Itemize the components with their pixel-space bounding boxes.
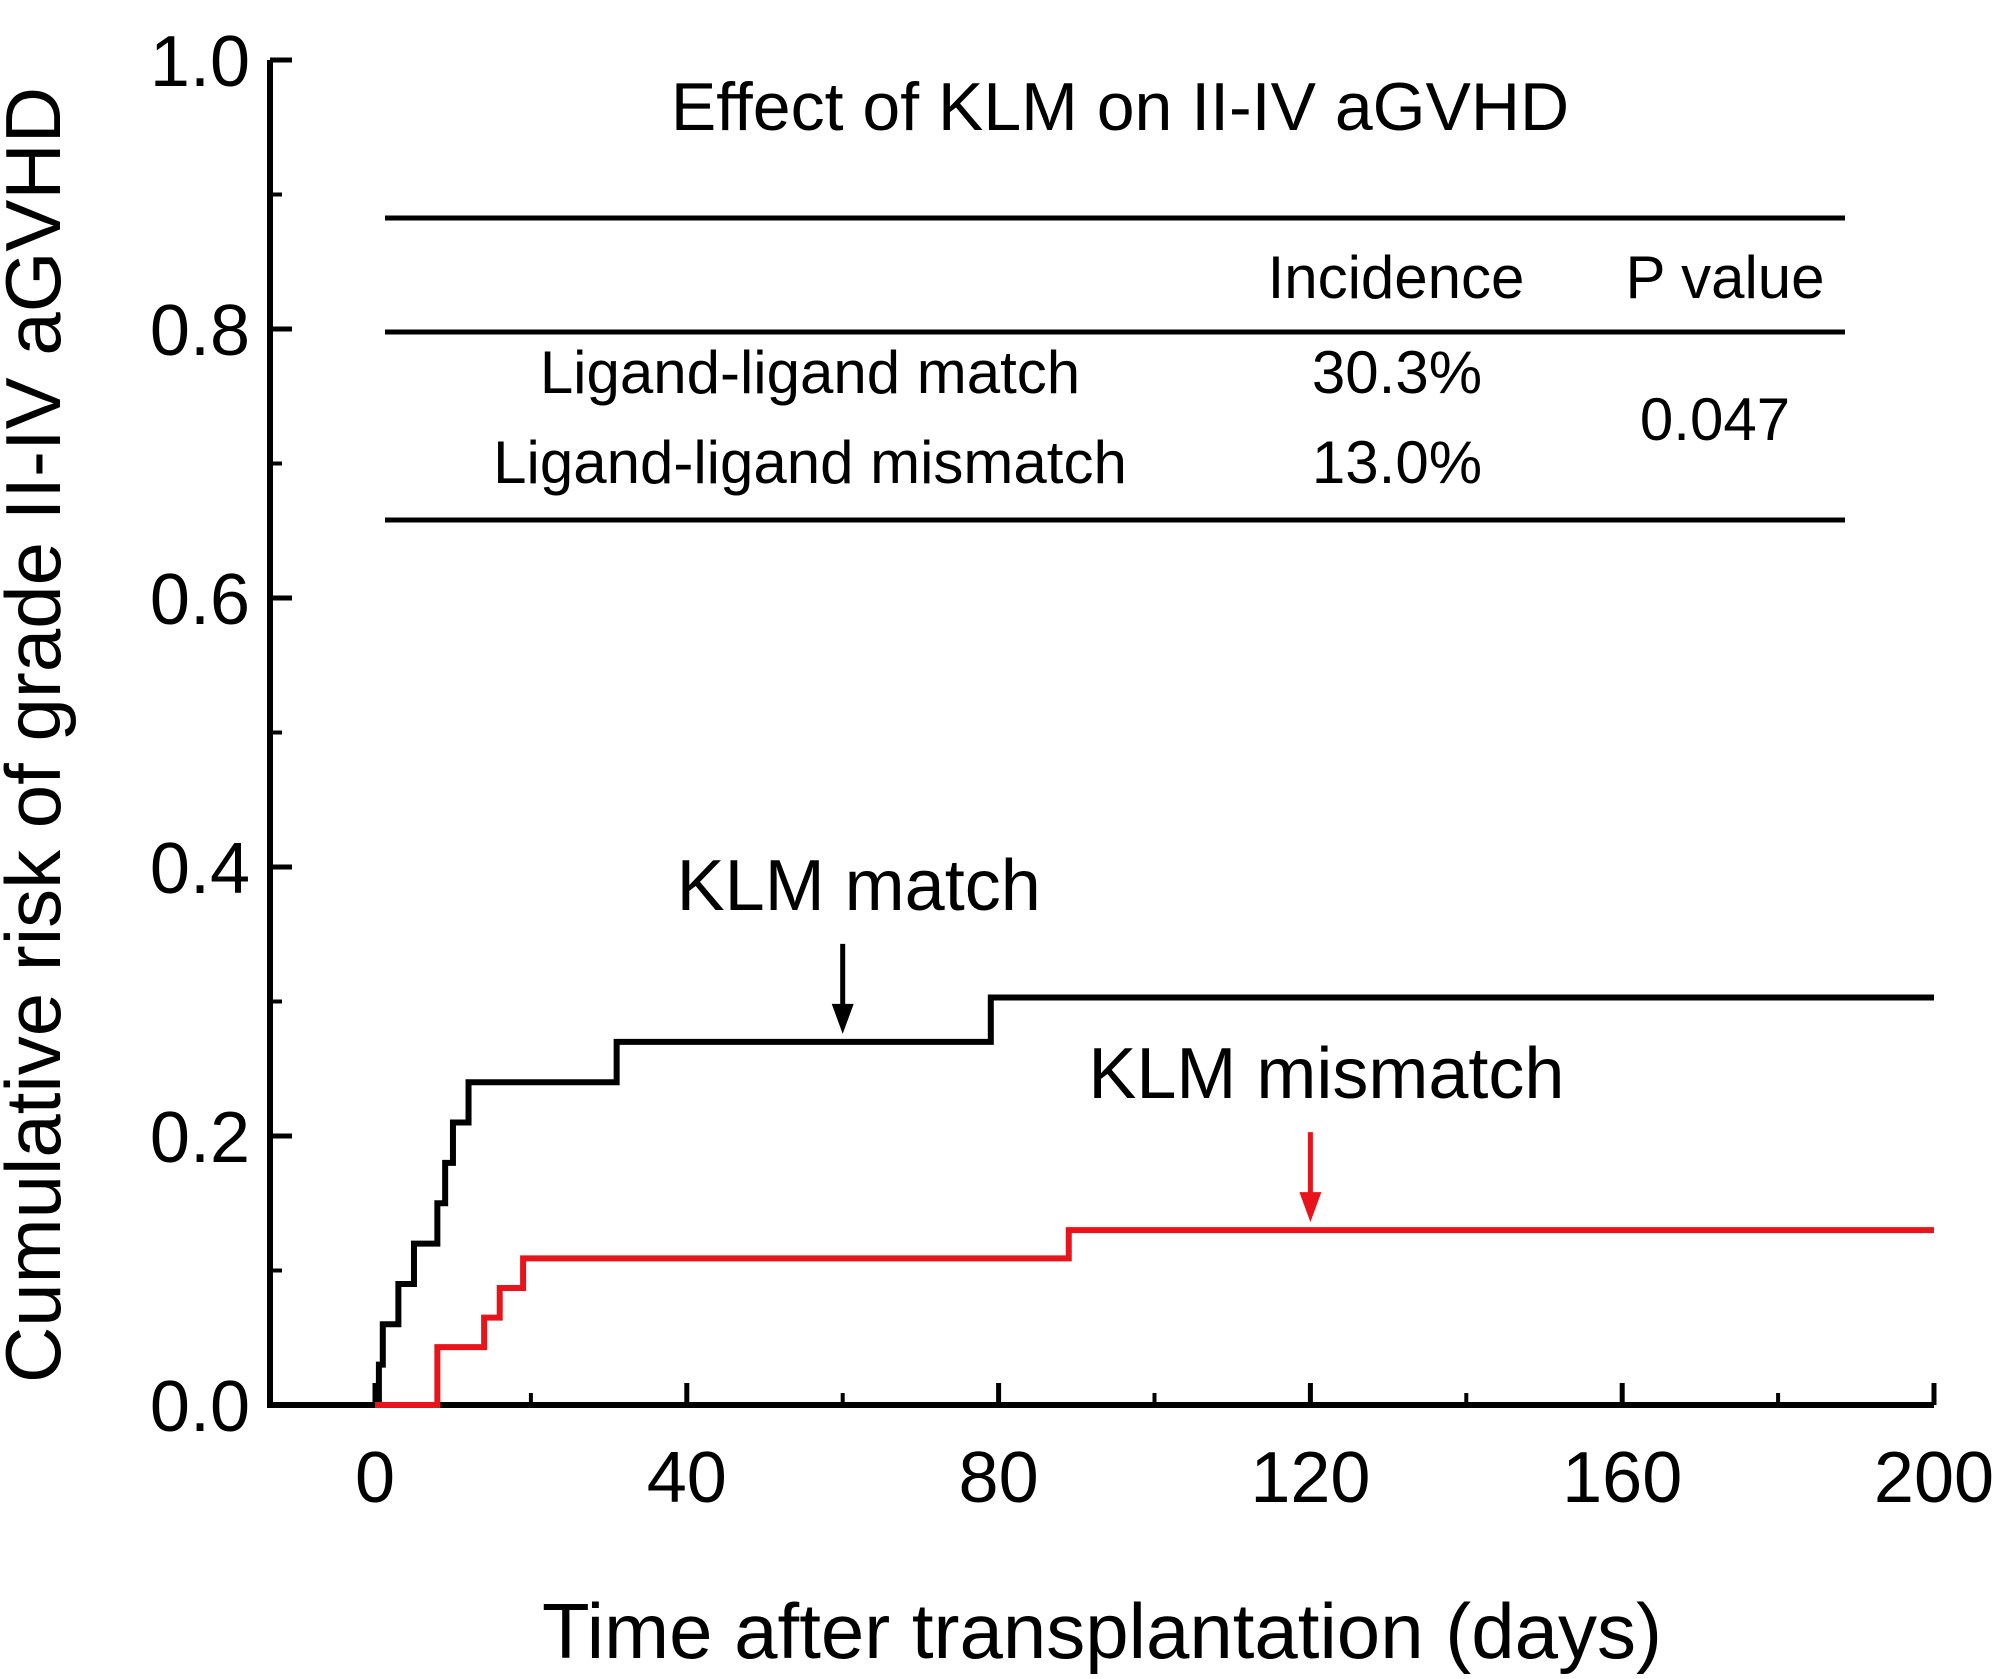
y-axis-ticks: 0.0 0.2 0.4 0.6 0.8 1.0 (150, 22, 292, 1447)
y-tick-label: 0.4 (150, 829, 250, 909)
annotation-label-klm-match: KLM match (677, 846, 1041, 926)
y-tick-label: 0.0 (150, 1367, 250, 1447)
table-p-value: 0.047 (1640, 386, 1790, 453)
x-axis-label: Time after transplantation (days) (542, 1587, 1662, 1675)
y-tick-label: 0.2 (150, 1098, 250, 1178)
table-row-group: Ligand-ligand match (540, 339, 1080, 406)
y-tick-label: 0.6 (150, 560, 250, 640)
annotation-label-klm-mismatch: KLM mismatch (1088, 1034, 1564, 1114)
x-tick-label: 120 (1250, 1438, 1370, 1518)
y-tick-label: 1.0 (150, 22, 250, 102)
series-line-klm-match (375, 994, 1934, 1408)
series-line-klm-mismatch (375, 1227, 1934, 1408)
table-row-group: Ligand-ligand mismatch (493, 429, 1127, 496)
y-axis-label: Cumulative risk of grade II-IV aGVHD (0, 87, 77, 1383)
annotation-arrow-head-klm-mismatch (1299, 1192, 1322, 1223)
x-axis-ticks: 0 40 80 120 160 200 (355, 1383, 1994, 1518)
table-header-incidence: Incidence (1268, 244, 1525, 311)
x-tick-label: 160 (1562, 1438, 1682, 1518)
x-tick-label: 0 (355, 1438, 395, 1518)
table-header-p-value: P value (1625, 244, 1824, 311)
x-tick-label: 80 (959, 1438, 1039, 1518)
table-row-incidence: 30.3% (1312, 339, 1482, 406)
y-tick-label: 0.8 (150, 291, 250, 371)
inset-table: Incidence P value Ligand-ligand match 30… (385, 215, 1845, 523)
x-tick-label: 40 (647, 1438, 727, 1518)
chart-title: Effect of KLM on II-IV aGVHD (671, 69, 1569, 145)
annotation-arrow-head-klm-match (831, 1003, 854, 1034)
x-tick-label: 200 (1874, 1438, 1994, 1518)
table-row-incidence: 13.0% (1312, 429, 1482, 496)
